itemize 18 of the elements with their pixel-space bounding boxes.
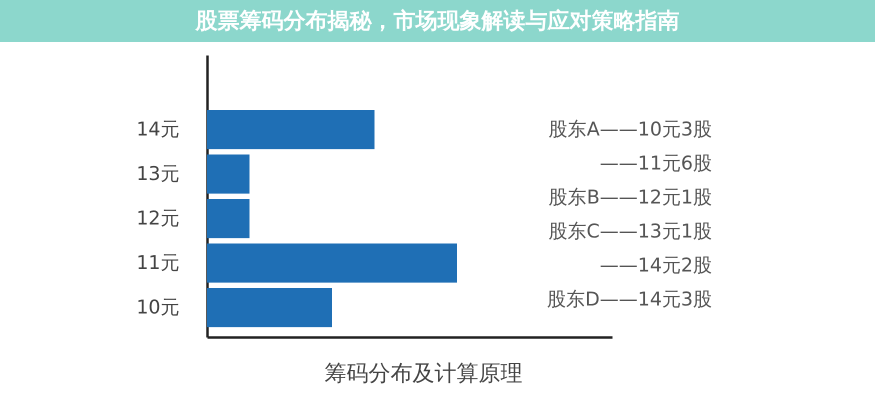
bar (207, 288, 332, 328)
text: 股东B——12元1股 (548, 186, 712, 209)
chart-title: 股票筹码分布揭秘，市场现象解读与应对策略指南 (194, 8, 680, 34)
y-tick-label: 12元 (136, 208, 180, 230)
x-axis-title: 筹码分布及计算原理 (324, 362, 522, 386)
bar (207, 199, 250, 238)
text: ——11元6股 (600, 152, 712, 175)
text: 股东C——13元1股 (548, 220, 712, 243)
y-tick-label: 13元 (136, 163, 180, 186)
y-tick-label: 10元 (136, 296, 180, 319)
bar (207, 154, 250, 194)
y-tick-label: 11元 (136, 252, 180, 274)
text: 股东D——14元3股 (547, 288, 712, 311)
bar (207, 244, 457, 283)
bar (207, 110, 374, 150)
text: 股东A——10元3股 (548, 118, 712, 141)
y-tick-label: 14元 (136, 118, 180, 141)
text: ——14元2股 (600, 254, 712, 277)
